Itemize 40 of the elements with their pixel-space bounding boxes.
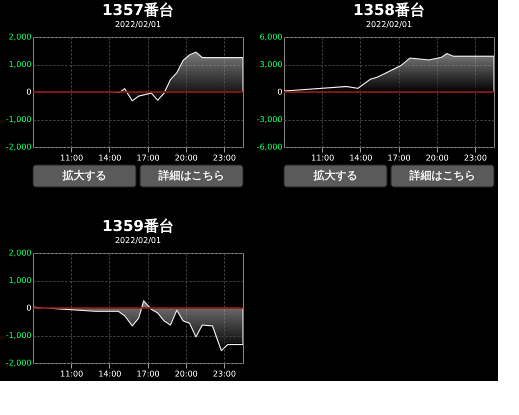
x-tick-label: 14:00	[98, 154, 122, 162]
y-tick-label: 0	[26, 304, 32, 312]
y-tick-label: -3,000	[256, 115, 282, 124]
x-tick-label: 11:00	[311, 154, 334, 162]
y-tick-label: 2,000	[8, 248, 32, 258]
y-tick-label: 1,000	[8, 60, 32, 69]
chart-subtitle: 2022/02/01	[366, 20, 412, 29]
chart-subtitle: 2022/02/01	[114, 20, 162, 29]
x-tick-label: 23:00	[464, 154, 487, 162]
y-tick-label: -1,000	[6, 115, 32, 124]
x-tick-label: 20:00	[174, 154, 198, 162]
y-tick-label: -6,000	[256, 142, 282, 152]
x-tick-label: 17:00	[388, 154, 411, 162]
x-tick-label: 23:00	[212, 154, 236, 162]
x-tick-label: 14:00	[98, 370, 122, 378]
y-tick-label: -1,000	[6, 331, 32, 340]
x-tick-label: 20:00	[174, 370, 198, 378]
x-tick-label: 20:00	[426, 154, 449, 162]
y-tick-label: 1,000	[8, 276, 32, 285]
chart-subtitle: 2022/02/01	[114, 236, 162, 245]
x-tick-label: 17:00	[136, 370, 160, 378]
x-tick-label: 11:00	[60, 154, 84, 162]
y-tick-label: 6,000	[260, 32, 282, 42]
text: 拡大する	[62, 169, 106, 182]
x-tick-label: 11:00	[60, 370, 84, 378]
y-tick-label: 0	[26, 88, 32, 96]
y-tick-label: -2,000	[6, 358, 32, 368]
x-tick-label: 23:00	[212, 370, 236, 378]
chart-title: 1358番台	[353, 1, 425, 19]
x-tick-label: 14:00	[349, 154, 372, 162]
text: 詳細はこちら	[158, 169, 224, 182]
y-tick-label: 0	[277, 88, 282, 96]
y-tick-label: -2,000	[6, 142, 32, 152]
chart-title: 1357番台	[102, 1, 174, 19]
text: 拡大する	[312, 169, 358, 182]
y-tick-label: 3,000	[260, 60, 282, 69]
chart-title: 1359番台	[102, 217, 174, 235]
y-tick-label: 2,000	[8, 32, 32, 42]
x-tick-label: 17:00	[136, 154, 160, 162]
text: 詳細はこちら	[408, 169, 476, 182]
